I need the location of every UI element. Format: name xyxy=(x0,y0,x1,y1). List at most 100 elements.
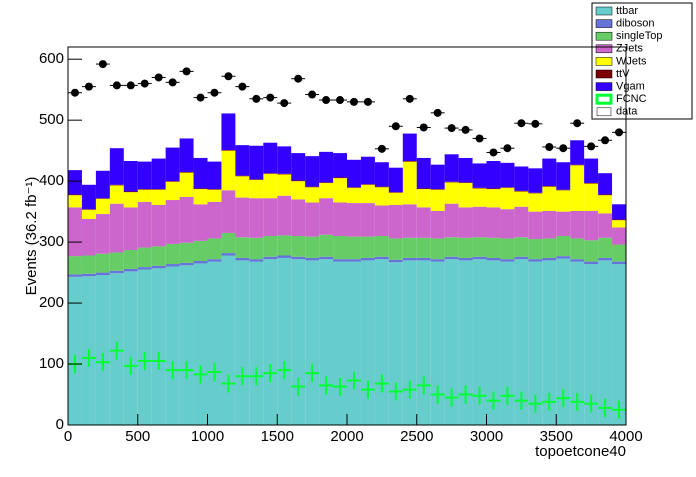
bar-segment xyxy=(388,262,403,425)
bar-segment xyxy=(584,261,599,265)
bar-segment xyxy=(333,202,347,236)
bar-segment xyxy=(81,255,96,274)
bar-segment xyxy=(458,157,473,183)
bar-segment xyxy=(500,209,515,239)
legend-label: data xyxy=(616,106,638,118)
bar-segment xyxy=(500,187,515,188)
bar-segment xyxy=(179,171,194,173)
data-point xyxy=(322,96,331,105)
bar-segment xyxy=(263,173,278,199)
bar-segment xyxy=(444,182,459,204)
y-tick-label: 600 xyxy=(39,50,64,67)
bar-segment xyxy=(123,192,138,208)
bar-segment xyxy=(263,259,278,425)
bar-segment xyxy=(333,236,347,260)
bar-segment xyxy=(612,244,626,262)
bar-segment xyxy=(612,220,626,228)
bar-segment xyxy=(305,202,320,237)
data-point xyxy=(182,67,191,76)
bar-segment xyxy=(584,264,599,425)
bar-segment xyxy=(235,176,250,198)
bar-segment xyxy=(416,157,431,189)
bar-segment xyxy=(235,260,250,425)
bar-segment xyxy=(472,187,487,189)
bar-segment xyxy=(528,239,543,260)
bar-segment xyxy=(444,256,459,260)
data-point xyxy=(336,96,345,105)
bar-segment xyxy=(319,256,334,260)
bar-segment xyxy=(165,200,180,244)
data-point xyxy=(545,142,554,151)
data-point xyxy=(126,81,135,90)
bar-segment xyxy=(235,145,250,176)
bar-segment xyxy=(151,189,166,190)
bar-segment xyxy=(612,227,626,245)
bar-segment xyxy=(109,203,124,253)
bar-segment xyxy=(402,204,417,238)
data-point xyxy=(154,73,163,82)
x-tick-label: 4000 xyxy=(609,428,642,445)
bar-segment xyxy=(500,261,515,425)
data-point xyxy=(84,82,93,91)
bar-segment xyxy=(291,259,306,425)
legend-label: ttbar xyxy=(616,5,638,17)
bar-segment xyxy=(165,243,180,265)
bar-segment xyxy=(319,198,334,235)
bar-segment xyxy=(305,260,320,425)
bar-segment xyxy=(193,157,208,189)
bar-segment xyxy=(584,211,599,241)
bar-segment xyxy=(151,265,166,269)
bar-segment xyxy=(402,237,417,258)
bar-segment xyxy=(416,237,431,258)
bar-segment xyxy=(444,154,459,182)
data-point xyxy=(559,144,568,153)
data-point xyxy=(573,119,582,128)
bar-segment xyxy=(291,256,306,260)
bar-segment xyxy=(81,184,96,210)
bar-segment xyxy=(598,257,613,261)
bar-segment xyxy=(528,168,543,193)
data-point xyxy=(601,136,610,145)
data-point xyxy=(461,125,470,134)
bar-segment xyxy=(277,173,292,175)
bar-segment xyxy=(333,153,347,178)
bar-segment xyxy=(151,189,166,205)
bar-segment xyxy=(319,151,334,183)
bar-segment xyxy=(472,188,487,207)
bar-segment xyxy=(347,187,361,204)
bar-segment xyxy=(68,256,82,275)
bar-segment xyxy=(347,259,361,262)
bar-segment xyxy=(612,264,626,425)
bar-segment xyxy=(388,259,403,263)
y-tick-label: 0 xyxy=(56,416,64,433)
bar-segment xyxy=(333,259,347,262)
legend-label: FCNC xyxy=(616,93,647,105)
legend-label: WJets xyxy=(616,55,647,67)
y-axis-label: Events (36.2 fb⁻¹) xyxy=(23,177,40,296)
bar-segment xyxy=(263,173,278,174)
bar-segment xyxy=(137,189,152,202)
bar-segment xyxy=(514,190,529,192)
bar-segment xyxy=(263,256,278,260)
bar-segment xyxy=(277,195,292,236)
y-tick-label: 100 xyxy=(39,355,64,372)
legend-label: Vgam xyxy=(616,81,645,93)
legend-swatch xyxy=(595,44,613,54)
bar-segment xyxy=(556,162,571,190)
bar-segment xyxy=(95,170,110,199)
bar-segment xyxy=(235,175,250,177)
data-point xyxy=(238,82,247,91)
bar-segment xyxy=(235,257,250,261)
bar-segment xyxy=(514,166,529,191)
bar-segment xyxy=(221,150,236,151)
bar-segment xyxy=(95,253,110,273)
bar-segment xyxy=(570,261,585,425)
bar-segment xyxy=(179,138,194,172)
legend-swatch xyxy=(595,93,613,105)
bar-segment xyxy=(319,234,334,257)
bar-segment xyxy=(374,236,389,257)
bar-segment xyxy=(249,237,264,260)
bar-segment xyxy=(612,261,626,265)
y-tick-label: 200 xyxy=(39,294,64,311)
